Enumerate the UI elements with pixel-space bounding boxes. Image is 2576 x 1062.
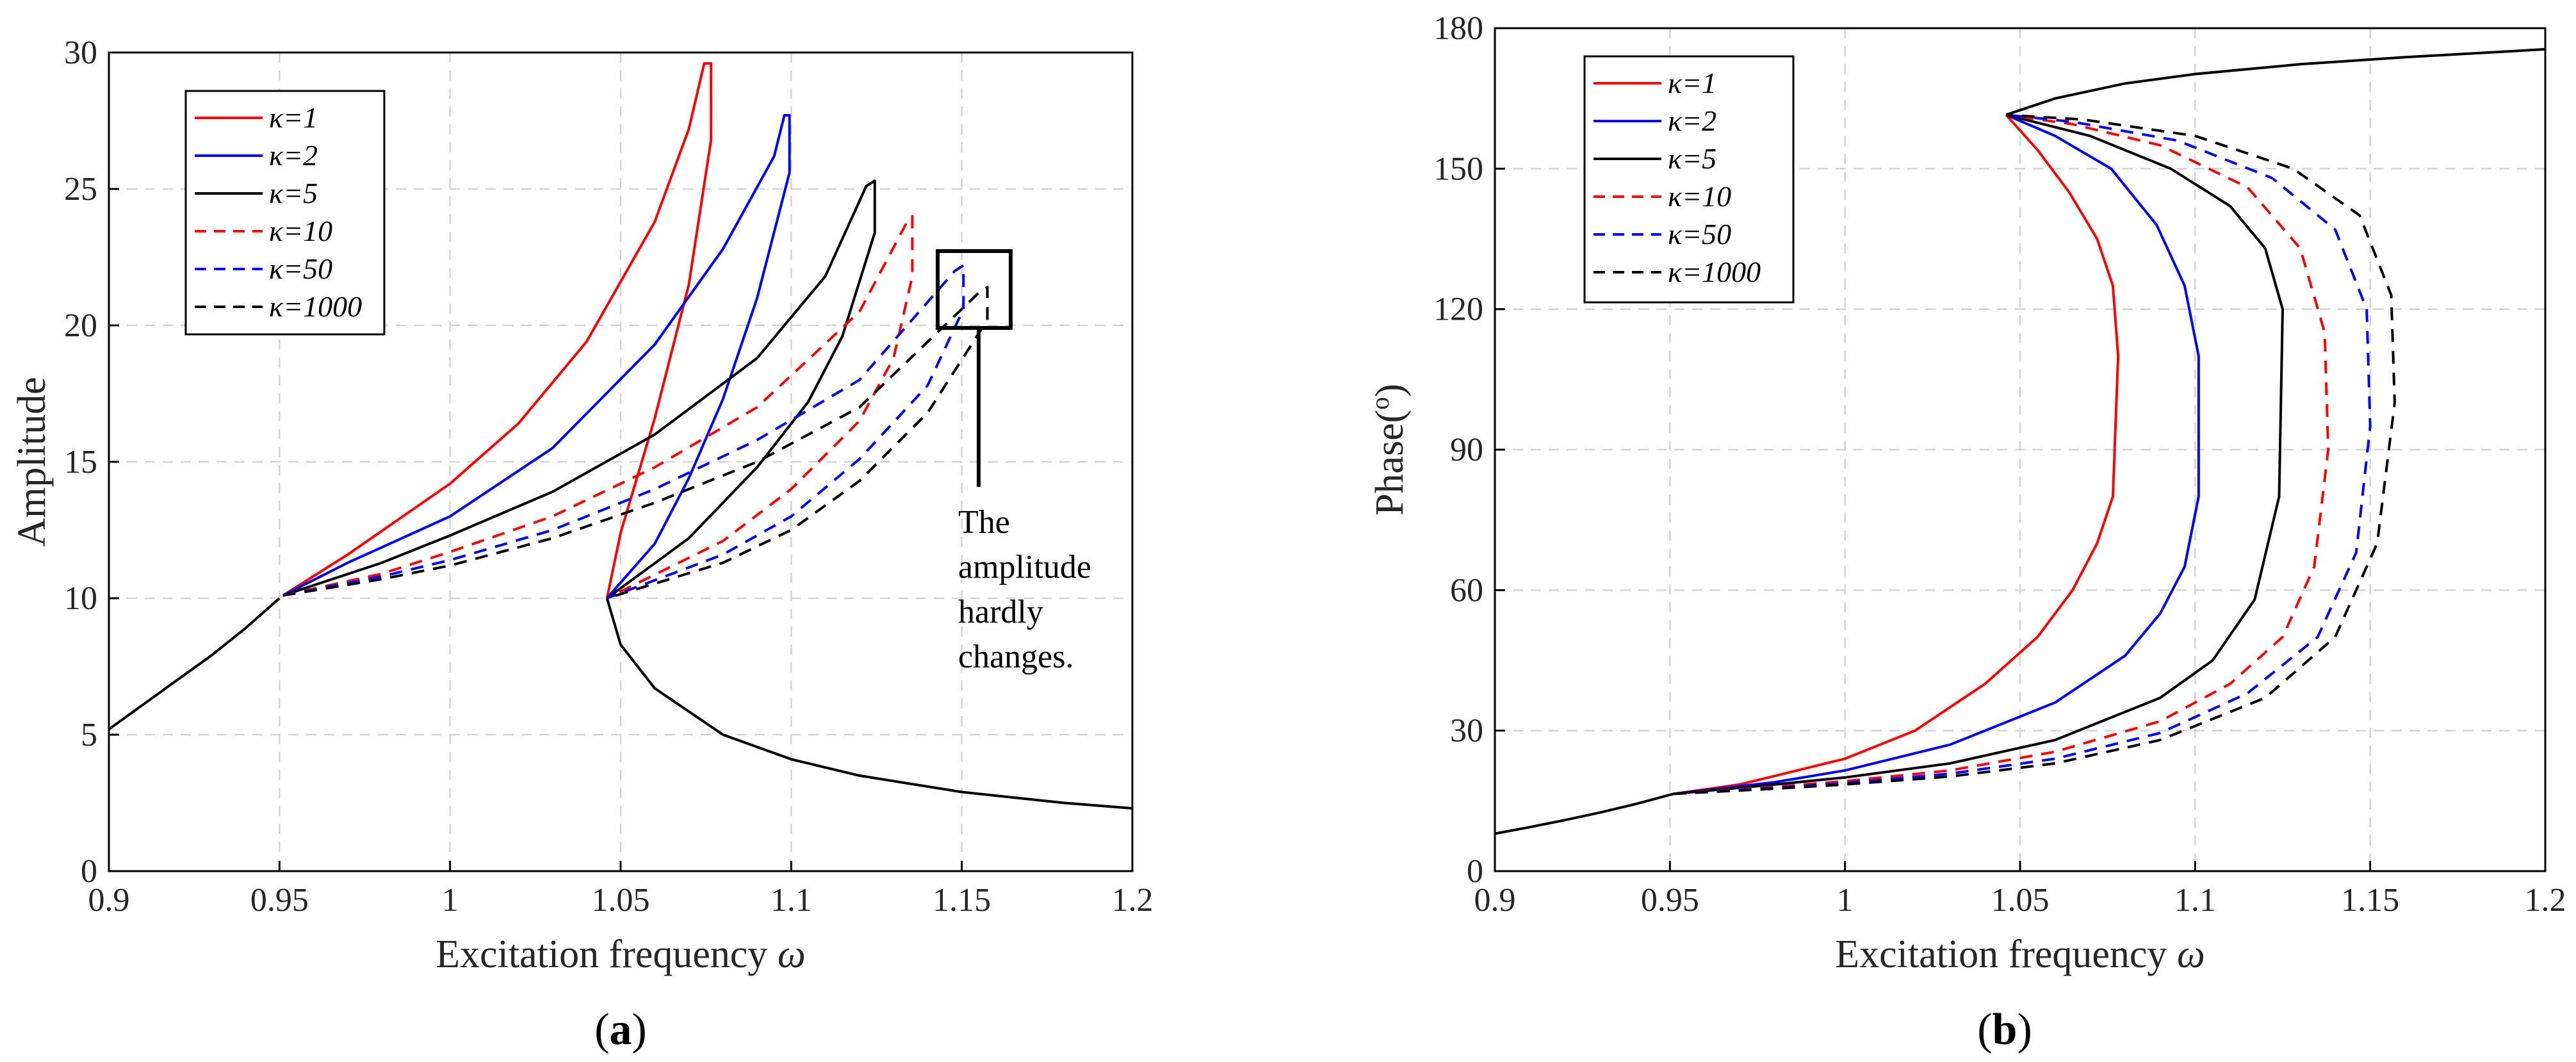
y-tick-label: 150 — [1433, 151, 1483, 187]
common-high-branch — [605, 598, 1133, 810]
x-tick-label: 0.9 — [88, 882, 130, 919]
common-low-branch — [1494, 792, 1674, 835]
legend-label: κ=1 — [269, 101, 318, 134]
series-line-b-3 — [1673, 113, 2330, 796]
y-tick-label: 15 — [64, 444, 97, 480]
x-tick-label: 1.1 — [770, 882, 812, 919]
y-tick-label: 0 — [81, 853, 97, 890]
y-tick-label: 180 — [1433, 10, 1483, 47]
ticks-a: 0.9 0.95 1 1.05 1.1 1.15 1.2 0 5 10 15 20 25 30 — [64, 35, 1153, 919]
annotation-a: The amplitude hardly changes. — [936, 249, 1091, 675]
legend-label: κ=2 — [269, 139, 318, 172]
legend-label: κ=1000 — [1668, 256, 1761, 288]
common-high-branch — [2005, 47, 2546, 117]
x-tick-label: 1 — [1837, 882, 1854, 919]
legend-label: κ=5 — [269, 177, 318, 209]
y-tick-label: 25 — [64, 171, 97, 208]
y-tick-label: 30 — [64, 35, 97, 71]
x-tick-label: 1 — [442, 882, 459, 919]
x-tick-label: 0.9 — [1474, 882, 1516, 919]
legend-label: κ=2 — [1668, 104, 1716, 137]
panel-label-b: (b) — [1977, 1005, 2032, 1054]
legend-label: κ=50 — [1668, 218, 1731, 250]
series-line-b-2 — [1673, 113, 2284, 796]
y-tick-label: 0 — [1467, 853, 1483, 890]
legend-b: κ=1 κ=2 κ=5 κ=10 κ=50 κ=1000 — [1583, 55, 1795, 304]
legend-label: κ=1 — [1668, 67, 1716, 99]
x-tick-label: 1.1 — [2174, 882, 2216, 919]
common-low-branch — [108, 597, 281, 731]
y-tick-label: 5 — [81, 717, 97, 753]
y-tick-label: 10 — [64, 580, 97, 617]
y-tick-label: 120 — [1433, 291, 1483, 328]
curves-b — [1494, 47, 2546, 835]
series-line-b-5 — [1673, 113, 2396, 796]
series-line-b-1 — [1673, 113, 2200, 796]
series-line-a-0 — [282, 62, 713, 599]
series-line-b-4 — [1673, 113, 2372, 796]
y-tick-label: 30 — [1450, 713, 1483, 749]
x-tick-label: 1.15 — [933, 882, 991, 919]
x-tick-label: 0.95 — [1641, 882, 1699, 919]
series-line-a-5 — [282, 286, 989, 600]
legend-box-a — [184, 90, 386, 336]
chart-panel-a: 0.9 0.95 1 1.05 1.1 1.15 1.2 0 5 10 15 20 25 30 Excit… — [10, 35, 1153, 1054]
series-line-b-0 — [1673, 113, 2120, 796]
legend-label: κ=10 — [269, 215, 332, 247]
y-axis-label-a: Amplitude — [10, 377, 54, 546]
x-axis-label-b: Excitation frequency ω — [1835, 933, 2205, 976]
x-tick-label: 1.15 — [2341, 882, 2399, 919]
x-axis-label-a: Excitation frequency ω — [436, 933, 805, 976]
curves-a — [108, 62, 1133, 810]
annotation-line-4: changes. — [958, 639, 1073, 675]
annotation-line-3: hardly — [958, 594, 1043, 630]
legend-label: κ=10 — [1668, 180, 1731, 213]
legend-box-b — [1583, 55, 1795, 304]
annotation-line-2: amplitude — [958, 549, 1091, 585]
legend-label: κ=5 — [1668, 142, 1716, 175]
legend-a: κ=1 κ=2 κ=5 κ=10 κ=50 κ=1000 — [184, 90, 386, 336]
y-tick-label: 90 — [1450, 432, 1483, 468]
series-line-a-4 — [282, 264, 965, 600]
ticks-b: 0.9 0.95 1 1.05 1.1 1.15 1.2 0 30 60 90 120 150 180 — [1433, 10, 2566, 919]
grid-a — [109, 53, 1132, 871]
y-tick-label: 20 — [64, 307, 97, 344]
series-line-a-1 — [282, 114, 791, 600]
x-tick-label: 1.2 — [2525, 882, 2566, 919]
x-tick-label: 1.05 — [592, 882, 650, 919]
y-axis-label-b: Phase(o) — [1365, 384, 1412, 516]
chart-panel-b: 0.9 0.95 1 1.05 1.1 1.15 1.2 0 30 60 90 120 150 180 E… — [1365, 10, 2566, 1054]
annotation-box — [936, 249, 1013, 330]
y-tick-label: 60 — [1450, 572, 1483, 609]
x-tick-label: 0.95 — [250, 882, 309, 919]
grid-b — [1495, 28, 2545, 871]
annotation-line-1: The — [958, 504, 1010, 541]
x-tick-label: 1.2 — [1112, 882, 1153, 919]
x-tick-label: 1.05 — [1991, 882, 2050, 919]
panel-label-a: (a) — [594, 1005, 647, 1054]
legend-label: κ=1000 — [269, 290, 362, 323]
legend-label: κ=50 — [269, 252, 332, 285]
series-line-a-2 — [282, 179, 876, 600]
